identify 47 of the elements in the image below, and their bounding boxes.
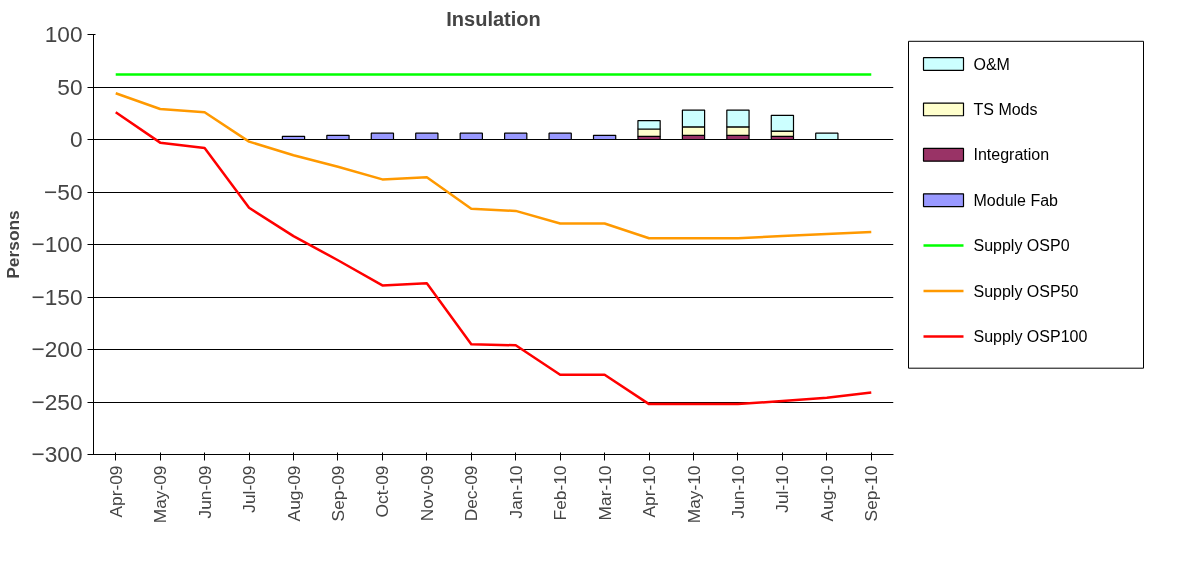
x-tick-label: Sep-09 xyxy=(327,465,348,522)
y-tick-label: −150 xyxy=(31,283,83,310)
legend-label: Supply OSP100 xyxy=(973,327,1088,345)
x-tick-label: Dec-09 xyxy=(461,465,482,522)
legend-label: Module Fab xyxy=(973,191,1059,209)
y-tick-label: 50 xyxy=(57,73,83,100)
x-tick-label: Mar-10 xyxy=(594,465,615,521)
y-tick-label: −50 xyxy=(44,178,83,205)
y-tick-label: −100 xyxy=(31,231,83,257)
x-tick-label: Aug-10 xyxy=(816,465,837,522)
x-tick-label: Feb-10 xyxy=(550,465,571,521)
x-tick-label: Aug-09 xyxy=(283,465,304,522)
legend-label: Supply OSP0 xyxy=(973,237,1070,255)
x-tick-label: Jan-10 xyxy=(505,465,526,519)
legend-label: Supply OSP50 xyxy=(973,282,1079,300)
y-tick-label: −300 xyxy=(31,441,83,467)
x-tick-label: Jun-09 xyxy=(194,465,215,519)
x-tick-label: Apr-10 xyxy=(639,465,660,518)
x-tick-label: Oct-09 xyxy=(372,465,393,518)
bar xyxy=(548,132,572,141)
y-axis-title: Persons xyxy=(3,210,24,279)
x-tick-label: May-10 xyxy=(683,465,704,524)
x-tick-label: Nov-09 xyxy=(416,465,437,522)
bar xyxy=(592,134,617,141)
bar xyxy=(415,132,439,141)
x-tick-label: Jul-09 xyxy=(239,465,260,513)
y-tick-label: 100 xyxy=(44,21,83,47)
x-tick-label: Apr-09 xyxy=(105,465,126,518)
legend-label: TS Mods xyxy=(973,100,1038,118)
bar xyxy=(281,135,306,141)
x-tick-label: Jun-10 xyxy=(727,465,748,519)
x-tick-label: Jul-10 xyxy=(772,465,793,513)
bar xyxy=(370,132,395,141)
y-tick-label: −250 xyxy=(31,388,83,415)
y-tick-label: 0 xyxy=(69,126,83,152)
line-series xyxy=(114,110,873,406)
bar xyxy=(504,132,528,141)
x-tick-label: May-09 xyxy=(150,465,171,524)
chart-title: Insulation xyxy=(446,7,541,30)
y-tick-label: −200 xyxy=(31,336,83,362)
legend-label: O&M xyxy=(973,55,1010,73)
bar xyxy=(459,132,483,141)
bar xyxy=(815,132,839,141)
legend-label: Integration xyxy=(973,146,1050,164)
bar xyxy=(326,134,350,141)
line-series xyxy=(114,92,873,240)
x-tick-label: Sep-10 xyxy=(861,465,882,522)
